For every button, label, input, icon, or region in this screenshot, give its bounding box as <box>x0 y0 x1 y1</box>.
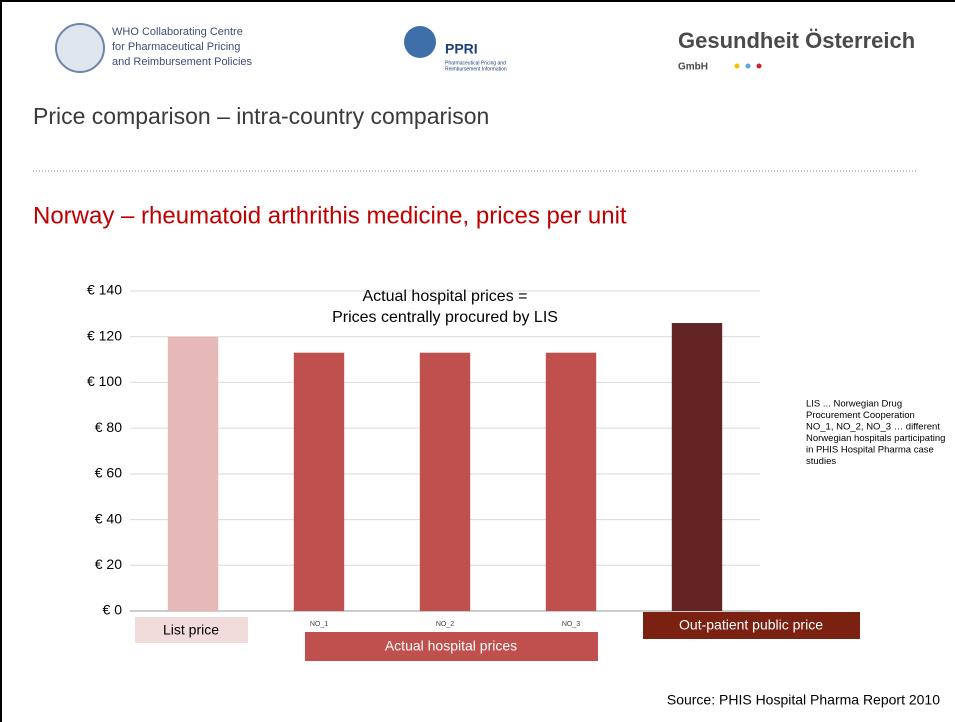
group-box <box>643 612 860 639</box>
source: Source: PHIS Hospital Pharma Report 2010 <box>667 692 940 708</box>
group-box <box>305 632 598 661</box>
who-text: and Reimbursement Policies <box>112 56 253 68</box>
annotation: Actual hospital prices = <box>363 288 528 305</box>
chart-title: Norway – rheumatoid arthrithis medicine,… <box>33 202 627 229</box>
note-line: LIS ... Norwegian Drug <box>806 399 902 410</box>
group-label: Actual hospital prices <box>385 638 517 654</box>
ppri-sub: Reimbursement Information <box>445 66 507 72</box>
dot <box>734 63 740 69</box>
bar <box>167 336 219 611</box>
y-tick-label: € 140 <box>87 282 122 298</box>
bar <box>293 352 345 611</box>
x-tick-label: NO_1 <box>310 621 328 628</box>
note-line: NO_1, NO_2, NO_3 … different <box>806 422 940 433</box>
note-line: studies <box>806 456 836 467</box>
slide-title: Price comparison – intra-country compari… <box>33 103 489 129</box>
y-tick-label: € 120 <box>87 327 122 343</box>
y-tick-label: € 40 <box>95 510 122 526</box>
annotation: Prices centrally procured by LIS <box>332 309 558 326</box>
note-line: in PHIS Hospital Pharma case <box>806 445 934 456</box>
bar <box>545 352 597 611</box>
x-tick-label: NO_3 <box>562 621 580 628</box>
y-tick-label: € 100 <box>87 373 122 389</box>
bar <box>419 352 471 611</box>
dot <box>756 63 762 69</box>
who-text: for Pharmaceutical Pricing <box>112 41 240 53</box>
x-tick-label: NO_2 <box>436 621 454 628</box>
who-logo <box>55 23 105 73</box>
goeg-sub: GmbH <box>678 62 708 73</box>
note-line: Norwegian hospitals participating <box>806 433 945 444</box>
ppri-text: PPRI <box>445 41 478 57</box>
dot <box>745 63 751 69</box>
group-label: List price <box>163 622 219 638</box>
ppri-sub: Pharmaceutical Pricing and <box>445 60 506 66</box>
group-box <box>135 617 248 643</box>
group-label: Out-patient public price <box>679 617 823 633</box>
bar <box>671 323 723 611</box>
y-tick-label: € 0 <box>103 602 123 618</box>
ppri-logo <box>404 26 436 58</box>
who-text: WHO Collaborating Centre <box>112 26 243 38</box>
y-tick-label: € 20 <box>95 556 122 572</box>
goeg-text: Gesundheit Österreich <box>678 28 915 53</box>
note-line: Procurement Cooperation <box>806 410 915 421</box>
y-tick-label: € 80 <box>95 419 122 435</box>
y-tick-label: € 60 <box>95 465 122 481</box>
